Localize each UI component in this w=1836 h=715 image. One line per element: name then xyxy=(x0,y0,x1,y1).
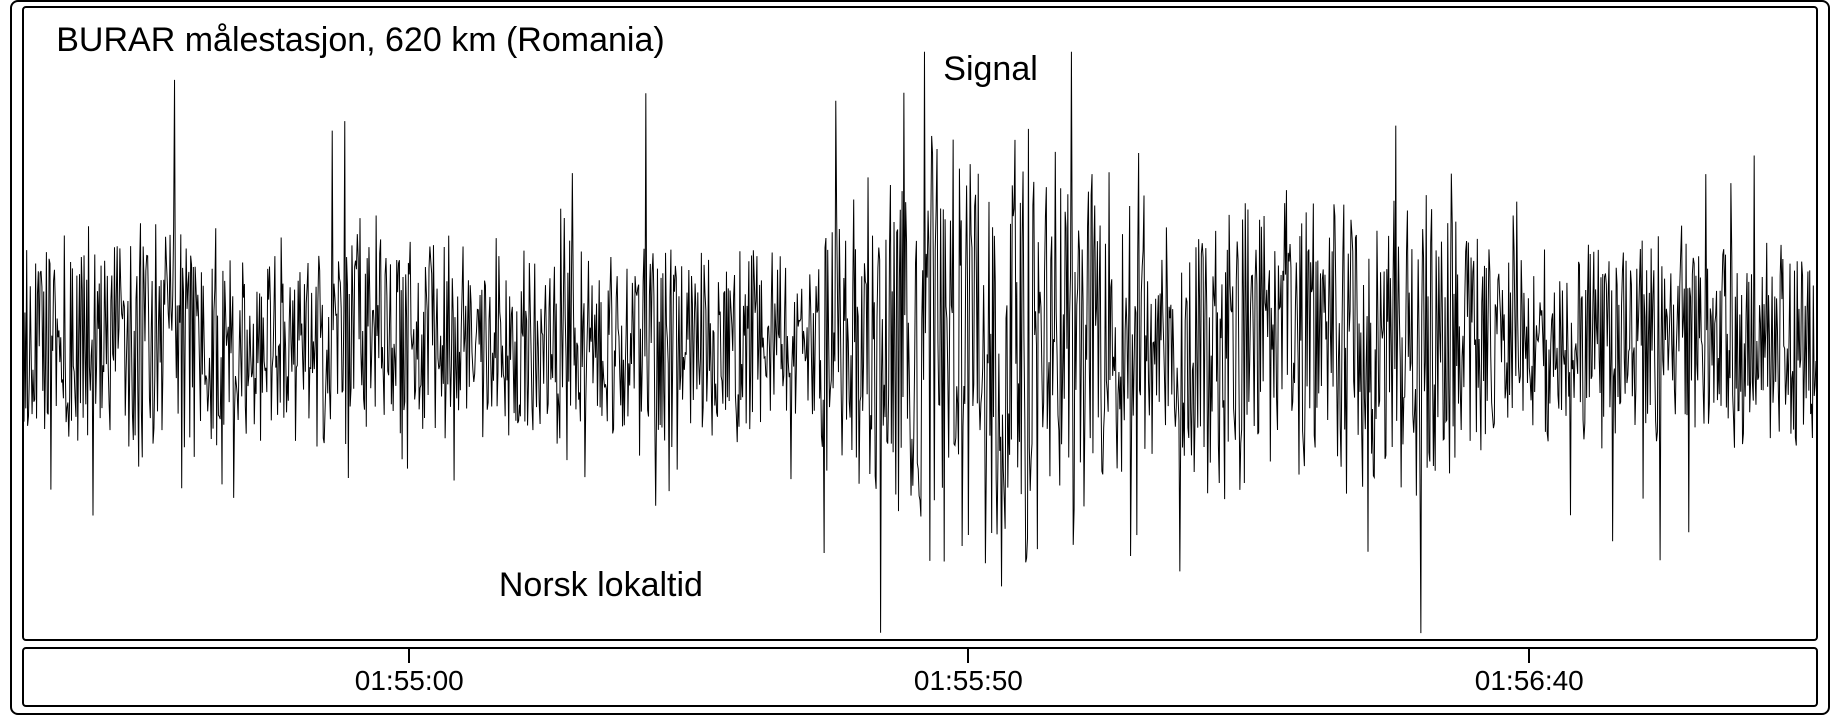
x-tick-label: 01:55:00 xyxy=(355,665,464,697)
x-tick xyxy=(1528,649,1530,663)
seismogram-waveform xyxy=(24,8,1816,639)
signal-annotation: Signal xyxy=(943,50,1038,89)
x-tick xyxy=(967,649,969,663)
x-axis: 01:55:00 01:55:50 01:56:40 xyxy=(22,647,1818,707)
seismogram-plot: BURAR målestasjon, 620 km (Romania) Sign… xyxy=(22,6,1818,641)
x-tick-label: 01:55:50 xyxy=(914,665,1023,697)
chart-frame: BURAR målestasjon, 620 km (Romania) Sign… xyxy=(10,0,1830,715)
x-tick xyxy=(408,649,410,663)
x-axis-title: Norsk lokaltid xyxy=(499,566,703,605)
station-title: BURAR målestasjon, 620 km (Romania) xyxy=(56,21,664,60)
x-tick-label: 01:56:40 xyxy=(1475,665,1584,697)
